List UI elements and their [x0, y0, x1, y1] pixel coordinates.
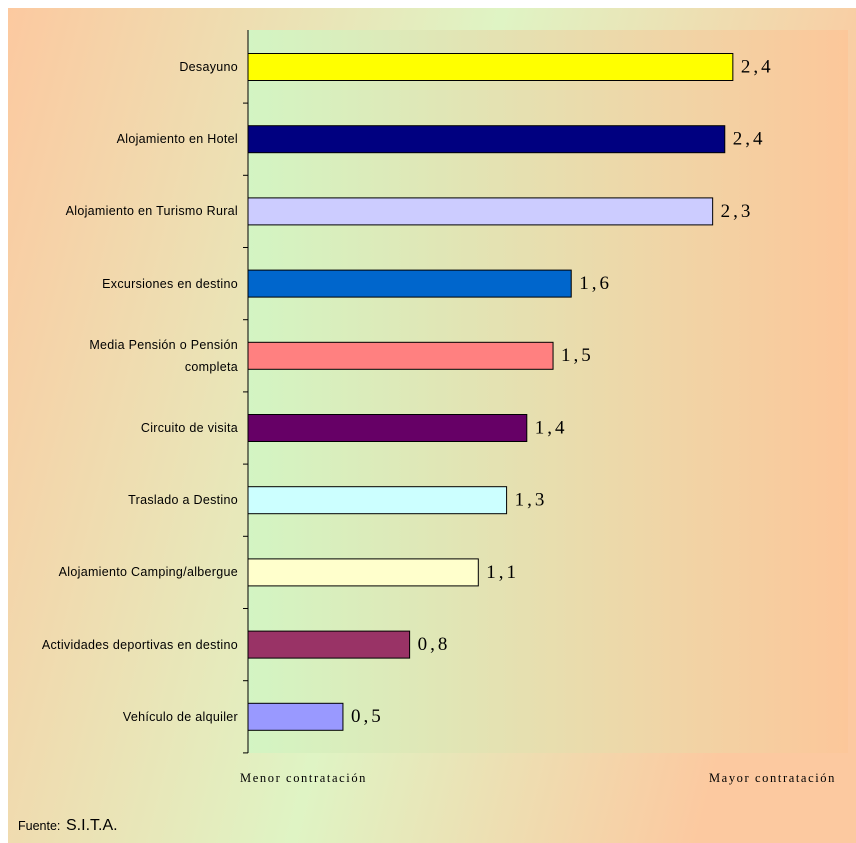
value-label: 1,1 [486, 562, 519, 583]
value-label: 1,5 [561, 345, 594, 366]
bar [247, 558, 479, 587]
category-label: Vehículo de alquiler [122, 709, 238, 724]
bar [247, 269, 572, 298]
value-label: 2,3 [721, 201, 754, 222]
category-label: Alojamiento en Hotel [116, 132, 238, 147]
category-label: Traslado a Destino [128, 493, 238, 508]
bar [247, 630, 411, 659]
category-label: Alojamiento Camping/albergue [58, 565, 238, 580]
category-label: Media Pensión o Pensión completa [89, 337, 238, 374]
value-label: 2,4 [733, 129, 766, 150]
source: S.I.T.A. [66, 817, 118, 834]
value-label: 1,6 [579, 273, 612, 294]
value-label: 0,8 [418, 634, 451, 655]
category-label: Desayuno [179, 60, 238, 74]
category-label: Alojamiento en Turismo Rural [65, 204, 238, 219]
value-label: 2,4 [741, 56, 774, 77]
bar [247, 197, 714, 226]
category-label: Actividades deportivas en destino [41, 637, 238, 652]
bar [247, 125, 726, 154]
x-axis-label: Mayor contratación [709, 771, 836, 785]
bar [247, 53, 734, 81]
value-label: 1,4 [535, 417, 568, 438]
category-label: Circuito de visita [140, 421, 238, 435]
bar [247, 341, 554, 370]
bar [247, 702, 344, 731]
source-label: Fuente: [18, 819, 60, 833]
value-label: 0,5 [351, 706, 384, 727]
value-label: 1,3 [515, 490, 548, 511]
bar [247, 414, 528, 442]
x-axis-label: Menor contratación [240, 771, 367, 785]
bar [247, 486, 508, 515]
category-label: Excursiones en destino [102, 276, 238, 291]
